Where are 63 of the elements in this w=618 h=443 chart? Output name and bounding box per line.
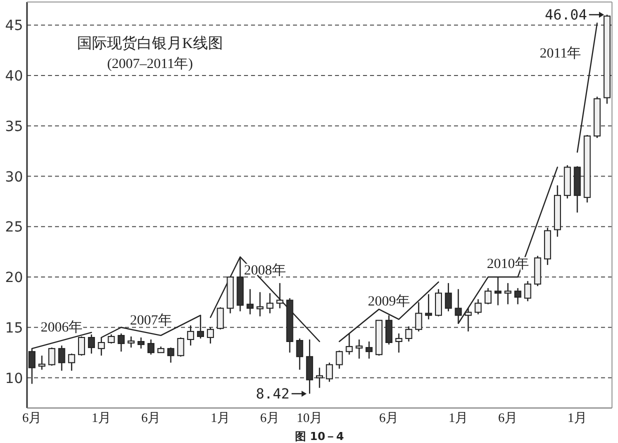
candlestick [524,280,532,302]
candlestick [206,326,214,344]
candlestick [425,294,432,320]
candlestick [296,338,304,370]
candlestick [395,332,402,354]
candlestick [118,332,125,352]
candlestick [444,282,452,312]
x-tick-label: 6月 [22,410,42,425]
candlestick [256,292,264,317]
x-tick-label: 6月 [260,410,280,425]
series-label: 2011年 [540,46,582,62]
candlestick [415,302,422,332]
candlestick [187,324,194,346]
annotation: 46.04 [544,8,588,24]
candlestick [276,282,284,309]
candlestick [504,282,512,305]
annotation: 8.42 [256,386,290,403]
y-tick-label: 40 [5,68,23,85]
y-tick-label: 30 [5,169,23,186]
x-tick-label: 1月 [92,410,112,425]
series-label: 2009年 [368,293,410,310]
series-label: 2006年 [40,320,83,336]
candlestick [405,326,412,342]
x-tick-label: 6月 [141,410,161,425]
candlestick [366,340,373,360]
candlestick [216,306,224,330]
candlestick [336,350,343,370]
candlestick [38,355,46,370]
candlestick [326,362,333,382]
candlestick [246,288,254,315]
text: 国际现货白银月K线图 [77,35,223,52]
candlestick [494,276,502,306]
x-tick-label: 6月 [498,410,518,425]
candlestick [306,338,314,394]
candlestick [128,336,135,348]
candlestick [147,338,154,356]
y-tick-label: 45 [5,18,23,34]
candlestick [474,298,482,315]
candlestick [167,346,174,364]
y-tick-label: 20 [5,270,23,286]
candlestick [356,338,363,360]
candlestick [58,344,66,372]
candlestick [484,288,492,305]
text: (2007–2011年) [107,56,194,72]
y-tick-label: 10 [5,370,23,387]
candlestick [48,346,56,366]
caption: 图 10－4 [295,430,344,443]
x-tick-label: 6月 [379,410,399,425]
x-tick-label: 1月 [210,410,230,425]
candlestick [68,353,76,372]
series-label: 2007年 [130,312,172,328]
y-tick-label: 15 [5,320,23,336]
x-tick-label: 1月 [448,410,468,425]
y-tick-label: 25 [5,220,23,236]
candlestick [514,288,522,305]
candlestick [138,336,145,350]
candlestick [177,336,184,358]
x-tick-label: 10月 [296,410,323,425]
candlestick [434,288,442,317]
x-tick-label: 1月 [568,410,588,425]
candlestick [266,292,274,314]
y-tick-label: 35 [5,118,23,135]
candlestick [316,367,323,388]
